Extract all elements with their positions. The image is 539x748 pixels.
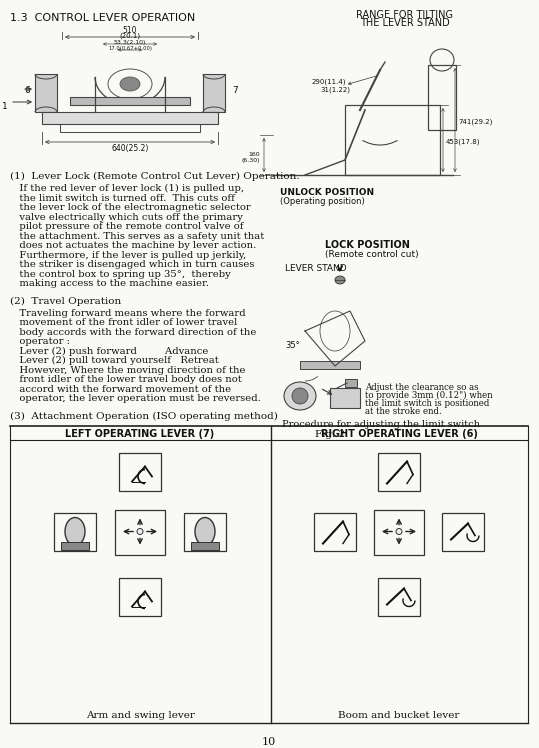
Text: LEFT OPERATING LEVER (7): LEFT OPERATING LEVER (7) [65,429,215,438]
Bar [42,112,218,124]
Text: the limit switch is turned off.  This cuts off: the limit switch is turned off. This cut… [10,194,235,203]
Text: 35°: 35° [285,341,300,350]
Text: 1.3  CONTROL LEVER OPERATION: 1.3 CONTROL LEVER OPERATION [10,13,195,23]
Text: movement of the front idler of lower travel: movement of the front idler of lower tra… [10,318,237,327]
Bar [345,105,440,175]
Ellipse shape [65,518,85,545]
Text: valve electrically which cuts off the primary: valve electrically which cuts off the pr… [10,212,243,221]
Text: 17.0(0.67+0.00): 17.0(0.67+0.00) [108,46,152,51]
Text: LOCK POSITION: LOCK POSITION [325,240,410,250]
Text: 31(1.22): 31(1.22) [320,86,350,93]
Bar [345,379,357,387]
Text: (Remote control cut): (Remote control cut) [325,250,419,259]
Text: Lever (2) pull toward yourself   Retreat: Lever (2) pull toward yourself Retreat [10,356,219,365]
Text: 290(11.4): 290(11.4) [312,78,347,85]
Circle shape [396,529,402,535]
Text: Traveling forward means where the forward: Traveling forward means where the forwar… [10,308,246,317]
Text: Arm and swing lever: Arm and swing lever [86,711,195,720]
Text: 510: 510 [123,26,137,35]
Bar [330,388,360,408]
Bar [191,542,219,550]
Text: (1)  Lever Lock (Remote Control Cut Lever) Operation.: (1) Lever Lock (Remote Control Cut Lever… [10,172,300,181]
Text: front idler of the lower travel body does not: front idler of the lower travel body doe… [10,375,242,384]
Text: to provide 3mm (0.12") when: to provide 3mm (0.12") when [365,391,493,400]
Bar [203,74,225,112]
Text: However, Where the moving direction of the: However, Where the moving direction of t… [10,366,245,375]
Text: making access to the machine easier.: making access to the machine easier. [10,279,209,288]
Text: 53.3(2.10): 53.3(2.10) [114,40,146,45]
Text: 453(17.8): 453(17.8) [446,138,480,144]
Text: does not actuates the machine by lever action.: does not actuates the machine by lever a… [10,241,256,250]
Bar [70,97,190,105]
Text: operator :: operator : [10,337,70,346]
Text: 1: 1 [2,102,8,111]
Text: at the stroke end.: at the stroke end. [365,407,442,416]
Text: 10: 10 [262,737,276,747]
Text: If the red lever of lever lock (1) is pulled up,: If the red lever of lever lock (1) is pu… [10,184,244,193]
Bar [442,512,484,551]
Text: RIGHT OPERATING LEVER (6): RIGHT OPERATING LEVER (6) [321,429,478,438]
Bar [378,577,420,616]
Text: Lever (2) push forward         Advance: Lever (2) push forward Advance [10,346,209,355]
Ellipse shape [335,276,345,284]
Bar [374,509,424,554]
Bar [119,577,161,616]
Bar [300,361,360,369]
Text: 741(29.2): 741(29.2) [458,118,492,124]
Text: (2)  Travel Operation: (2) Travel Operation [10,296,121,306]
Bar [35,74,57,112]
Bar [54,512,96,551]
Text: Procedure for adjusting the limit switch: Procedure for adjusting the limit switch [282,420,480,429]
Text: 6: 6 [24,86,30,95]
Text: RANGE FOR TILTING: RANGE FOR TILTING [356,10,453,20]
Text: (Operating position): (Operating position) [280,197,365,206]
Text: THE LEVER STAND: THE LEVER STAND [360,18,450,28]
Text: (20.1): (20.1) [120,32,141,38]
Text: pilot pressure of the remote control valve of: pilot pressure of the remote control val… [10,222,244,231]
Text: the striker is disengaged which in turn causes: the striker is disengaged which in turn … [10,260,254,269]
Text: operator, the lever operation must be reversed.: operator, the lever operation must be re… [10,394,261,403]
Text: 640(25.2): 640(25.2) [112,144,149,153]
Text: LEVER STAND: LEVER STAND [285,264,347,273]
Bar [184,512,226,551]
Text: (3)  Attachment Operation (ISO operating method): (3) Attachment Operation (ISO operating … [10,411,278,420]
Text: accord with the forward movement of the: accord with the forward movement of the [10,384,231,393]
Text: Fig. 2: Fig. 2 [315,430,345,439]
Bar [378,453,420,491]
Text: the control box to spring up 35°,  thereby: the control box to spring up 35°, thereb… [10,269,231,278]
Bar [119,453,161,491]
Circle shape [137,529,143,535]
Text: Adjust the clearance so as: Adjust the clearance so as [365,383,479,392]
Text: Boom and bucket lever: Boom and bucket lever [338,711,460,720]
Text: body accords with the forward direction of the: body accords with the forward direction … [10,328,257,337]
Text: the limit switch is positioned: the limit switch is positioned [365,399,489,408]
Bar [60,124,200,132]
Bar [61,542,89,550]
Text: 160
(6.30): 160 (6.30) [241,152,260,163]
Text: the lever lock of the electromagnetic selector: the lever lock of the electromagnetic se… [10,203,251,212]
Bar [428,65,456,130]
Ellipse shape [195,518,215,545]
Ellipse shape [120,77,140,91]
Text: the attachment. This serves as a safety unit that: the attachment. This serves as a safety … [10,231,264,241]
Text: 7: 7 [232,86,238,95]
Bar [314,512,356,551]
Text: Furthermore, if the lever is pulled up jerkily,: Furthermore, if the lever is pulled up j… [10,251,246,260]
Bar [115,509,165,554]
Ellipse shape [284,382,316,410]
Circle shape [292,388,308,404]
Text: UNLOCK POSITION: UNLOCK POSITION [280,188,374,197]
